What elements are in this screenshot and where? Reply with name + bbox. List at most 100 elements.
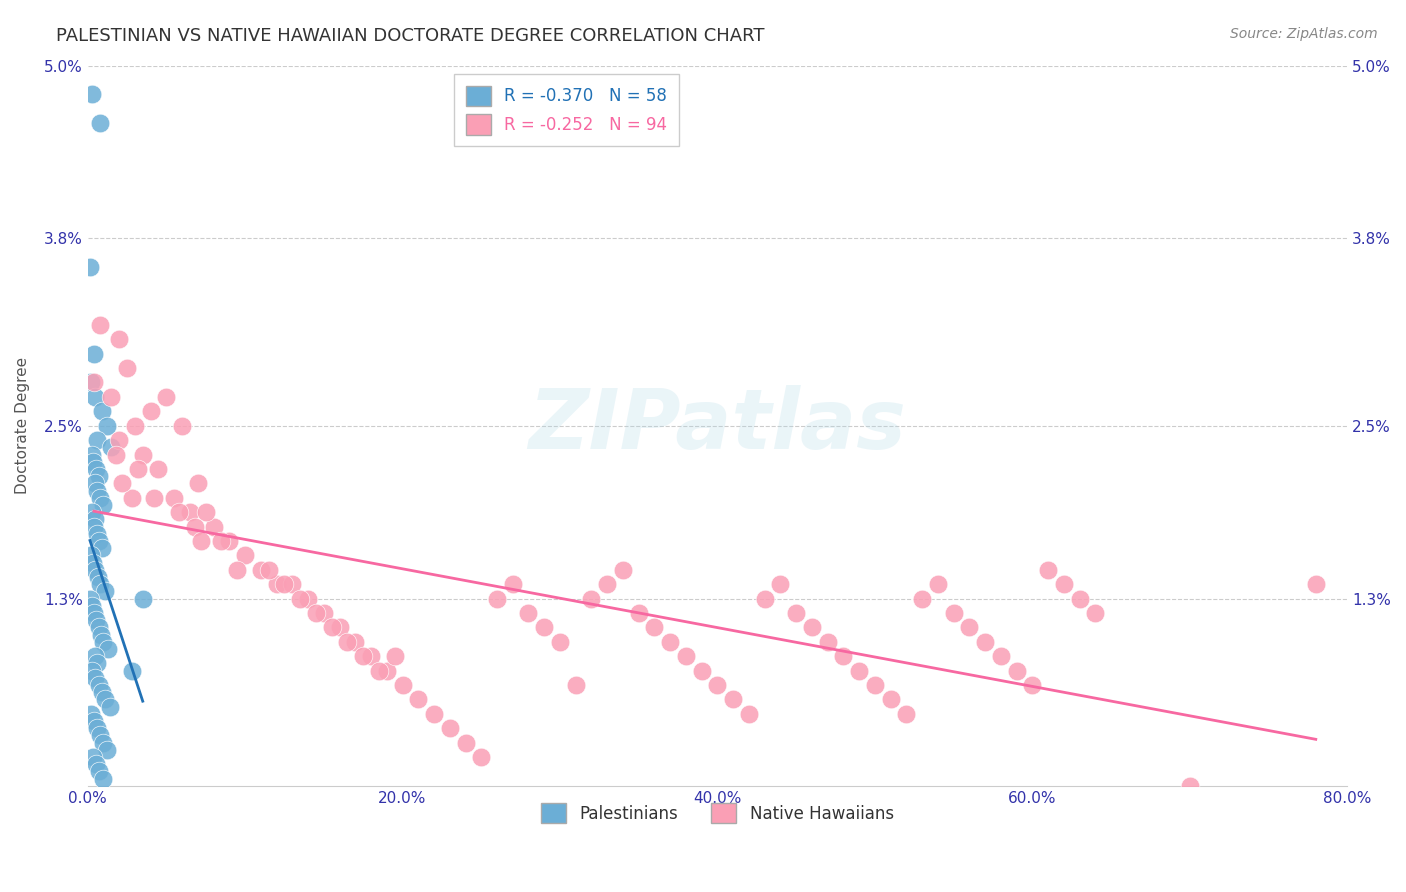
Point [132,591,155,606]
Point [848,664,870,678]
Point [360,649,382,664]
Point [738,706,761,721]
Point [115,361,138,376]
Point [82,87,104,102]
Point [564,678,586,692]
Point [290,591,312,606]
Point [89,764,111,779]
Point [87,570,110,584]
Point [406,692,429,706]
Point [83,519,105,533]
Point [139,404,162,418]
Point [927,577,949,591]
Point [502,577,524,591]
Point [896,706,918,721]
Point [312,606,335,620]
Point [82,556,104,570]
Point [643,620,665,634]
Point [384,649,406,664]
Point [942,606,965,620]
Text: Source: ZipAtlas.com: Source: ZipAtlas.com [1230,27,1378,41]
Point [84,390,107,404]
Point [80,448,103,462]
Point [190,533,212,548]
Point [100,390,122,404]
Point [391,678,413,692]
Point [83,346,105,360]
Point [82,750,104,764]
Point [336,634,359,648]
Point [659,634,682,648]
Point [706,678,728,692]
Point [83,376,105,390]
Point [127,462,149,476]
Point [581,591,603,606]
Point [211,533,233,548]
Point [96,418,118,433]
Point [96,743,118,757]
Point [90,685,112,699]
Point [250,563,273,577]
Point [439,721,461,735]
Point [832,649,855,664]
Point [84,757,107,772]
Text: ZIPatlas: ZIPatlas [529,385,907,467]
Point [89,116,111,130]
Point [187,476,209,491]
Point [183,519,205,533]
Point [470,750,492,764]
Legend: Palestinians, Native Hawaiians: Palestinians, Native Hawaiians [529,791,905,835]
Point [93,634,115,648]
Point [167,505,190,519]
Point [179,505,201,519]
Point [1005,664,1028,678]
Point [202,519,225,533]
Point [100,440,122,454]
Point [80,376,103,390]
Point [94,584,117,599]
Point [80,706,103,721]
Point [352,649,374,664]
Point [84,563,107,577]
Point [98,699,121,714]
Point [83,714,105,728]
Point [454,735,477,749]
Point [375,664,398,678]
Point [89,577,111,591]
Point [82,455,104,469]
Point [423,706,446,721]
Point [82,664,104,678]
Point [800,620,823,634]
Point [533,620,555,634]
Point [863,678,886,692]
Point [957,620,980,634]
Point [87,678,110,692]
Point [87,620,110,634]
Point [132,448,155,462]
Point [93,735,115,749]
Point [86,483,108,498]
Point [79,260,101,275]
Point [1053,577,1076,591]
Point [548,634,571,648]
Point [1069,591,1091,606]
Point [84,512,107,526]
Point [769,577,792,591]
Point [281,577,304,591]
Point [80,549,103,563]
Point [1084,606,1107,620]
Point [194,505,217,519]
Point [104,448,127,462]
Point [93,498,115,512]
Point [344,634,367,648]
Point [754,591,776,606]
Text: PALESTINIAN VS NATIVE HAWAIIAN DOCTORATE DEGREE CORRELATION CHART: PALESTINIAN VS NATIVE HAWAIIAN DOCTORATE… [56,27,765,45]
Point [297,591,319,606]
Point [89,728,111,742]
Point [121,664,143,678]
Point [86,721,108,735]
Point [82,505,104,519]
Point [124,418,146,433]
Point [266,577,288,591]
Y-axis label: Doctorate Degree: Doctorate Degree [15,357,30,494]
